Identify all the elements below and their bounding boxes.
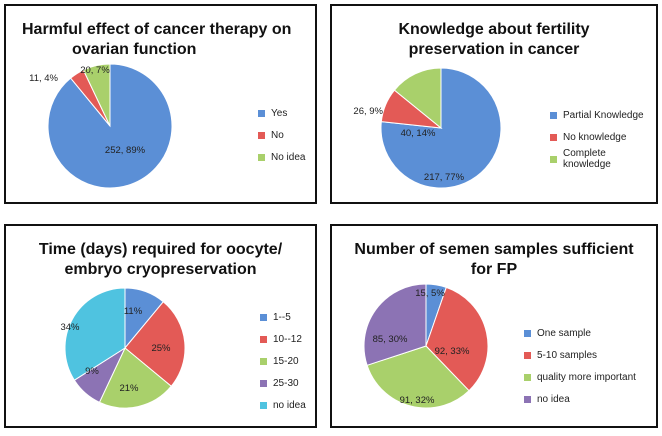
data-label: 11% (124, 306, 143, 317)
chart-title-line-1: Harmful effect of cancer therapy on (22, 21, 292, 38)
data-label: 9% (85, 366, 99, 377)
chart-title-line-2: preservation in cancer (408, 41, 580, 58)
legend-item: Partial Knowledge (550, 104, 656, 126)
legend-swatch (258, 131, 265, 139)
chart-panel-ovarian-function: Harmful effect of cancer therapy on ovar… (4, 4, 317, 204)
legend-label: 25-30 (273, 377, 299, 389)
legend-item: No knowledge (550, 126, 656, 148)
chart-panel-fp-knowledge: Knowledge about fertility preservation i… (330, 4, 658, 204)
legend-item: 1--5 (260, 306, 306, 328)
legend-swatch (524, 395, 531, 403)
legend-item: 25-30 (260, 372, 306, 394)
chart-panel-cryopreservation-time: Time (days) required for oocyte/ embryo … (4, 224, 317, 428)
legend-label: No (271, 129, 284, 141)
chart-title: Harmful effect of cancer therapy on ovar… (22, 20, 315, 60)
legend-item: no idea (260, 394, 306, 416)
legend-label: Complete knowledge (563, 148, 611, 170)
legend-label: Partial Knowledge (563, 109, 644, 121)
pie-slice-no-idea (64, 287, 126, 381)
chart-title: Time (days) required for oocyte/ embryo … (6, 240, 315, 280)
chart-title-line-2: embryo cryopreservation (64, 261, 257, 278)
legend-swatch (524, 351, 531, 359)
legend-label: No idea (271, 151, 306, 163)
legend-label: No knowledge (563, 131, 627, 143)
pie-slice-partial-knowledge (380, 67, 502, 189)
data-label: 26, 9% (353, 106, 383, 117)
chart-legend: Yes No No idea (258, 102, 305, 168)
chart-title-line-1: Time (days) required for oocyte/ (38, 241, 283, 258)
pie-chart-fp-knowledge: 217, 77% 26, 9% 40, 14% (353, 67, 502, 189)
data-label: 34% (60, 322, 80, 333)
data-label: 20, 7% (80, 65, 110, 76)
legend-swatch (258, 109, 265, 117)
legend-label: One sample (537, 327, 591, 339)
legend-item: no idea (524, 388, 636, 410)
data-label: 25% (151, 343, 171, 354)
legend-label: 15-20 (273, 355, 299, 367)
legend-swatch (524, 329, 531, 337)
pie-slice-quality-more-important (366, 345, 470, 409)
legend-swatch (550, 133, 557, 141)
pie-slice-no-idea (82, 63, 111, 127)
legend-label: 5-10 samples (537, 349, 598, 361)
legend-item: Complete knowledge (550, 148, 656, 170)
legend-label: no idea (273, 399, 306, 411)
legend-label: no idea (537, 393, 570, 405)
chart-panel-semen-samples: Number of semen samples sufficient for F… (330, 224, 658, 428)
legend-label: 10--12 (273, 333, 302, 345)
legend-swatch (550, 111, 557, 119)
pie-slice-10-12 (124, 301, 186, 387)
chart-legend: Partial Knowledge No knowledge Complete kn… (550, 104, 656, 170)
chart-title-line-2: ovarian function (72, 41, 197, 58)
chart-legend: 1--5 10--12 15-20 25-30 no idea (260, 306, 306, 416)
pie-slice-no-idea (363, 283, 427, 366)
pie-slice-5-10-samples (425, 286, 489, 392)
legend-item: Yes (258, 102, 305, 124)
pie-slice-complete-knowledge (393, 67, 442, 130)
legend-item: quality more important (524, 366, 636, 388)
data-label: 252, 89% (105, 145, 146, 156)
legend-swatch (260, 335, 267, 343)
legend-swatch (260, 357, 267, 365)
pie-slice-15-20 (98, 347, 172, 409)
data-label: 21% (119, 383, 139, 394)
data-label: 217, 77% (424, 172, 465, 183)
legend-label: 1--5 (273, 311, 291, 323)
data-label: 11, 4% (29, 73, 58, 84)
legend-swatch (550, 155, 557, 163)
pie-chart-ovarian-function: 252, 89% 11, 4% 20, 7% (29, 63, 173, 189)
chart-title: Knowledge about fertility preservation i… (332, 20, 656, 60)
legend-item: No (258, 124, 305, 146)
legend-item: No idea (258, 146, 305, 168)
legend-label: Yes (271, 107, 288, 119)
chart-title-line-1: Number of semen samples sufficient (354, 241, 634, 258)
chart-title-line-1: Knowledge about fertility (398, 21, 590, 38)
pie-chart-semen-samples: 15, 5% 92, 33% 91, 32% 85, 30% (363, 283, 489, 409)
legend-item: 10--12 (260, 328, 306, 350)
data-label: 40, 14% (401, 128, 436, 139)
chart-title: Number of semen samples sufficient for F… (332, 240, 656, 280)
legend-item: 15-20 (260, 350, 306, 372)
legend-item: 5-10 samples (524, 344, 636, 366)
legend-item: One sample (524, 322, 636, 344)
chart-title-line-2: for FP (470, 261, 518, 278)
pie-chart-cryopreservation-time: 11% 25% 21% 9% 34% (60, 287, 186, 409)
legend-swatch (260, 379, 267, 387)
legend-label: quality more important (537, 371, 636, 383)
legend-swatch (260, 401, 267, 409)
data-label: 15, 5% (415, 288, 445, 299)
legend-swatch (258, 153, 265, 161)
chart-legend: One sample 5-10 samples quality more impor… (524, 322, 636, 410)
data-label: 91, 32% (400, 395, 435, 406)
legend-swatch (260, 313, 267, 321)
data-label: 85, 30% (373, 334, 408, 345)
data-label: 92, 33% (435, 346, 470, 357)
legend-swatch (524, 373, 531, 381)
